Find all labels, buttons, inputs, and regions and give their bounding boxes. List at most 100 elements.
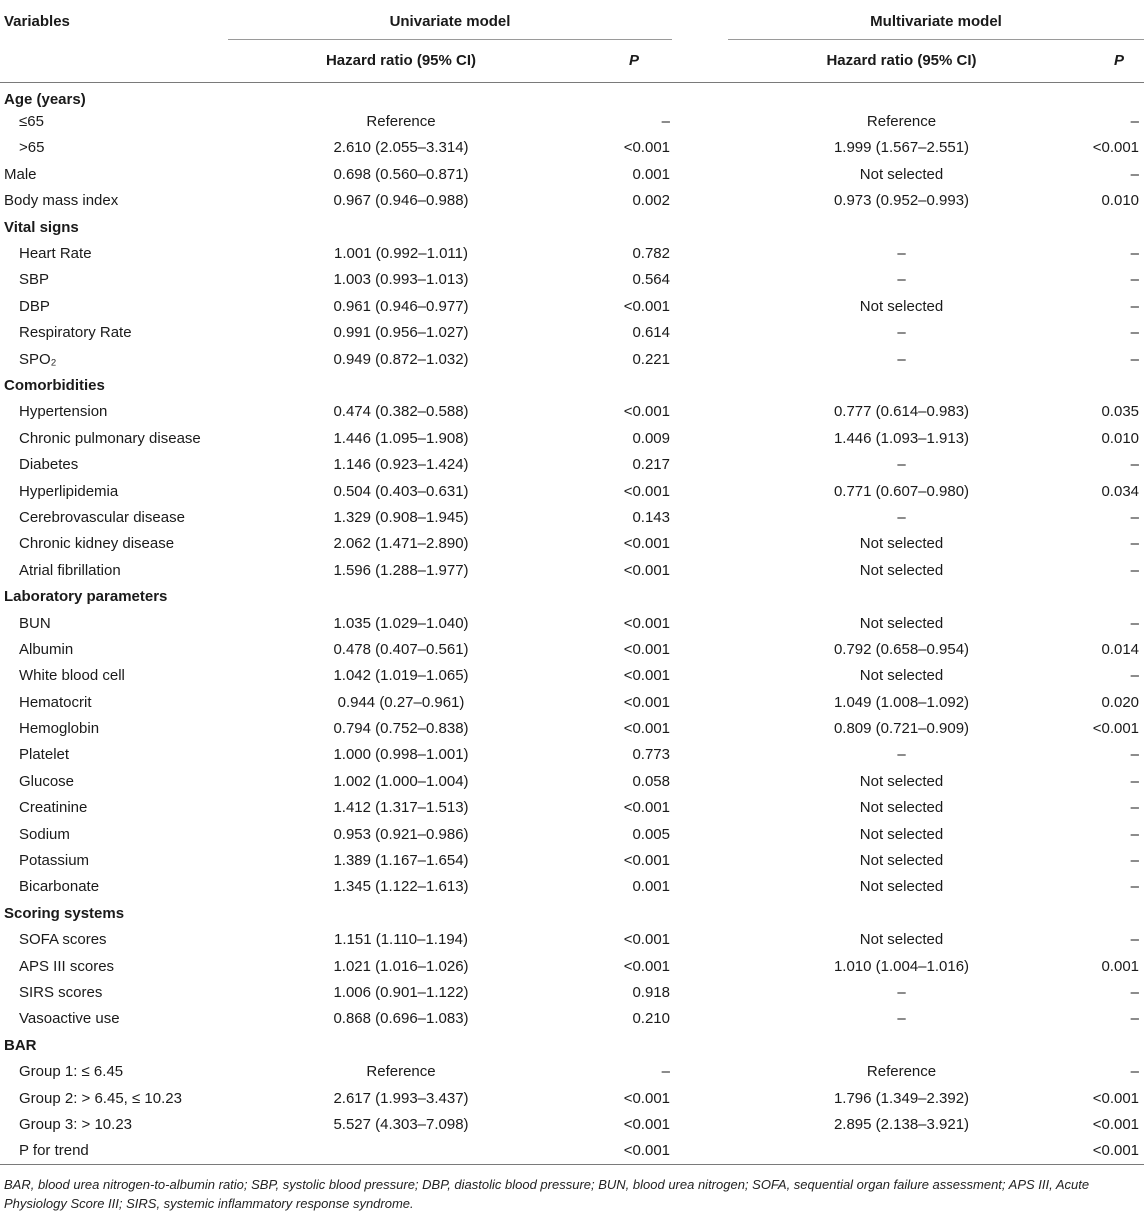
multivariate-p-cell: – bbox=[1130, 561, 1140, 579]
section-row: Scoring systems bbox=[0, 900, 1144, 926]
section-row: Comorbidities bbox=[0, 372, 1144, 398]
variable-cell: Laboratory parameters bbox=[4, 588, 168, 606]
univariate-p-cell: <0.001 bbox=[623, 720, 670, 738]
table-row: ≤65 Reference – Reference – bbox=[0, 108, 1144, 134]
multivariate-hr-cell: Not selected bbox=[859, 931, 944, 949]
hazard-ratio-table: Variables Univariate model Multivariate … bbox=[0, 0, 1144, 1165]
multivariate-p-cell: – bbox=[1130, 113, 1140, 131]
univariate-hr-cell: 1.042 (1.019–1.065) bbox=[333, 667, 469, 685]
table-row: Glucose 1.002 (1.000–1.004) 0.058 Not selec… bbox=[0, 768, 1144, 794]
gap-cell bbox=[674, 847, 724, 873]
univariate-hr-cell bbox=[228, 82, 594, 108]
gap-cell bbox=[674, 188, 724, 214]
gap-cell bbox=[674, 451, 724, 477]
multivariate-hr-cell: – bbox=[897, 746, 906, 764]
univariate-hr-cell: 0.944 (0.27–0.961) bbox=[337, 693, 465, 711]
table-row: White blood cell 1.042 (1.019–1.065) <0.00… bbox=[0, 663, 1144, 689]
multivariate-p-cell: – bbox=[1130, 667, 1140, 685]
multivariate-hr-cell: Not selected bbox=[859, 878, 944, 896]
univariate-p-cell: <0.001 bbox=[623, 931, 670, 949]
variable-cell: Group 3: > 10.23 bbox=[19, 1115, 132, 1133]
univariate-hr-cell bbox=[228, 1137, 594, 1165]
variables-header-blank bbox=[0, 40, 228, 83]
table-row: BUN 1.035 (1.029–1.040) <0.001 Not selected… bbox=[0, 610, 1144, 636]
gap-cell bbox=[674, 979, 724, 1005]
univariate-p-cell bbox=[594, 372, 674, 398]
multivariate-hr-cell: Not selected bbox=[859, 825, 944, 843]
gap-cell bbox=[674, 214, 724, 240]
univariate-p-cell: – bbox=[661, 113, 670, 131]
table-row: Platelet 1.000 (0.998–1.001) 0.773 – – bbox=[0, 742, 1144, 768]
table-row: >65 2.610 (2.055–3.314) <0.001 1.999 (1.567… bbox=[0, 135, 1144, 161]
multivariate-p-cell bbox=[1039, 82, 1144, 108]
multivariate-p-cell: – bbox=[1130, 878, 1140, 896]
table-header: Variables Univariate model Multivariate … bbox=[0, 0, 1144, 83]
multivariate-p-cell: – bbox=[1130, 535, 1140, 553]
variable-cell: White blood cell bbox=[19, 667, 125, 685]
univariate-hr-cell bbox=[228, 583, 594, 609]
multivariate-p-cell: <0.001 bbox=[1039, 1137, 1144, 1165]
gap-cell bbox=[674, 425, 724, 451]
table-row: Atrial fibrillation 1.596 (1.288–1.977) <0… bbox=[0, 557, 1144, 583]
univariate-p-cell: <0.001 bbox=[623, 693, 670, 711]
multivariate-hr-cell: Not selected bbox=[859, 614, 944, 632]
univariate-hr-cell: 1.329 (0.908–1.945) bbox=[333, 508, 469, 526]
univariate-p-cell: <0.001 bbox=[623, 482, 670, 500]
table-row: Heart Rate 1.001 (0.992–1.011) 0.782 – – bbox=[0, 240, 1144, 266]
table-row: Male 0.698 (0.560–0.871) 0.001 Not selected… bbox=[0, 161, 1144, 187]
univariate-hr-cell: 1.035 (1.029–1.040) bbox=[333, 614, 469, 632]
univariate-hr-cell: 0.504 (0.403–0.631) bbox=[333, 482, 469, 500]
gap-cell bbox=[674, 372, 724, 398]
multivariate-hr-cell: 2.895 (2.138–3.921) bbox=[833, 1115, 970, 1133]
univariate-hr-cell: 0.474 (0.382–0.588) bbox=[333, 403, 469, 421]
variable-cell: Sodium bbox=[19, 825, 70, 843]
variable-cell: Atrial fibrillation bbox=[19, 561, 121, 579]
table-row: Cerebrovascular disease 1.329 (0.908–1.94… bbox=[0, 504, 1144, 530]
gap-cell bbox=[674, 742, 724, 768]
table-row: APS III scores 1.021 (1.016–1.026) <0.001 1… bbox=[0, 953, 1144, 979]
multivariate-hr-cell: Not selected bbox=[859, 667, 944, 685]
multivariate-hr-header: Hazard ratio (95% CI) bbox=[724, 40, 1039, 83]
univariate-hr-cell: 0.991 (0.956–1.027) bbox=[333, 324, 469, 342]
multivariate-p-cell bbox=[1039, 1032, 1144, 1058]
gap-cell bbox=[674, 768, 724, 794]
variable-cell: DBP bbox=[19, 297, 50, 315]
variable-cell: Diabetes bbox=[19, 456, 79, 474]
univariate-hr-cell: 1.001 (0.992–1.011) bbox=[334, 245, 468, 263]
multivariate-p-cell: 0.001 bbox=[1101, 957, 1140, 975]
table-row: Hematocrit 0.944 (0.27–0.961) <0.001 1.049 … bbox=[0, 689, 1144, 715]
gap-cell bbox=[674, 1058, 724, 1084]
univariate-hr-cell: 0.478 (0.407–0.561) bbox=[333, 640, 469, 658]
univariate-hr-cell bbox=[228, 214, 594, 240]
variable-cell: Male bbox=[4, 165, 37, 183]
multivariate-p-cell: – bbox=[1130, 852, 1140, 870]
univariate-hr-cell: 1.006 (0.901–1.122) bbox=[333, 983, 469, 1001]
univariate-hr-cell bbox=[228, 900, 594, 926]
gap-cell bbox=[674, 953, 724, 979]
univariate-p-cell: <0.001 bbox=[594, 1137, 674, 1165]
gap-cell bbox=[674, 715, 724, 741]
univariate-hr-cell: 0.961 (0.946–0.977) bbox=[333, 297, 469, 315]
multivariate-p-cell: – bbox=[1130, 983, 1140, 1001]
variable-cell: Hyperlipidemia bbox=[19, 482, 119, 500]
univariate-p-cell bbox=[594, 82, 674, 108]
table-row: Group 3: > 10.23 5.527 (4.303–7.098) <0.00… bbox=[0, 1111, 1144, 1137]
univariate-hr-cell: 2.062 (1.471–2.890) bbox=[333, 535, 469, 553]
multivariate-p-cell: 0.010 bbox=[1101, 192, 1140, 210]
univariate-p-cell: <0.001 bbox=[623, 535, 670, 553]
multivariate-p-cell: <0.001 bbox=[1092, 1089, 1140, 1107]
multivariate-p-cell bbox=[1039, 214, 1144, 240]
table-row: Body mass index 0.967 (0.946–0.988) 0.002 0… bbox=[0, 188, 1144, 214]
univariate-p-cell: 0.001 bbox=[632, 878, 670, 896]
univariate-hr-cell: 1.000 (0.998–1.001) bbox=[333, 746, 469, 764]
univariate-p-cell bbox=[594, 214, 674, 240]
univariate-p-cell: 0.221 bbox=[632, 350, 670, 368]
table-row: SBP 1.003 (0.993–1.013) 0.564 – – bbox=[0, 267, 1144, 293]
multivariate-p-cell bbox=[1039, 372, 1144, 398]
univariate-header-label: Univariate model bbox=[228, 13, 672, 40]
univariate-hr-cell: 0.949 (0.872–1.032) bbox=[333, 350, 469, 368]
table-footnote: BAR, blood urea nitrogen-to-albumin rati… bbox=[4, 1176, 1090, 1211]
univariate-hr-cell: 1.002 (1.000–1.004) bbox=[333, 772, 469, 790]
variable-cell: Hypertension bbox=[19, 403, 108, 421]
univariate-p-cell bbox=[594, 900, 674, 926]
